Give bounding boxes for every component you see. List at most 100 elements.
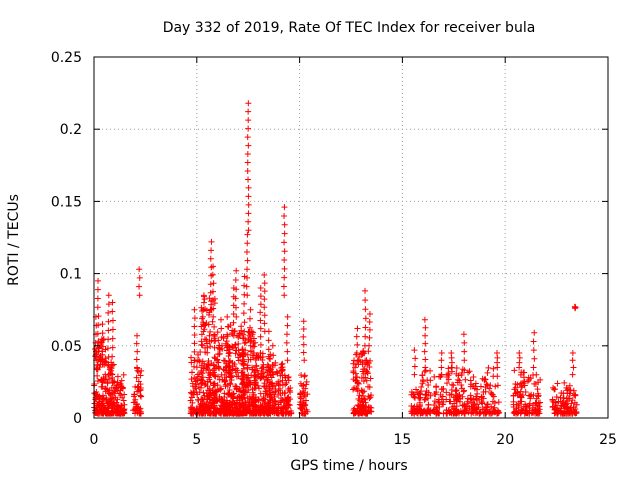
data-point (516, 354, 523, 361)
data-point (566, 409, 573, 416)
data-point (430, 407, 437, 414)
data-point (246, 397, 253, 404)
data-point (257, 293, 264, 300)
data-point (283, 331, 290, 338)
data-point (228, 377, 235, 384)
data-point (494, 373, 501, 380)
data-point (226, 362, 233, 369)
data-point (241, 319, 248, 326)
data-point (461, 409, 468, 416)
data-point (135, 368, 142, 375)
data-point (207, 343, 214, 350)
data-point (214, 387, 221, 394)
data-point (300, 333, 307, 340)
data-point (109, 317, 116, 324)
data-point (479, 400, 486, 407)
data-point (218, 406, 225, 413)
data-point (461, 367, 468, 374)
data-point (513, 409, 520, 416)
data-point (356, 392, 363, 399)
data-point (199, 400, 206, 407)
data-point (105, 402, 112, 409)
data-point (360, 378, 367, 385)
data-point (473, 395, 480, 402)
data-point (469, 406, 476, 413)
data-point (249, 389, 256, 396)
data-point (419, 380, 426, 387)
data-point (94, 295, 101, 302)
data-point (95, 321, 102, 328)
data-point (210, 369, 217, 376)
data-point (304, 391, 311, 398)
data-point (435, 399, 442, 406)
data-point (208, 238, 215, 245)
data-point (477, 383, 484, 390)
data-point (425, 401, 432, 408)
data-point (244, 159, 251, 166)
data-point (199, 313, 206, 320)
data-point (438, 357, 445, 364)
data-point (236, 388, 243, 395)
data-point (107, 410, 114, 417)
data-point (245, 201, 252, 208)
data-point (201, 392, 208, 399)
data-point (221, 371, 228, 378)
data-point (199, 396, 206, 403)
data-point (300, 341, 307, 348)
data-point (491, 399, 498, 406)
grid-lines (94, 57, 608, 418)
data-point (536, 403, 543, 410)
data-point (445, 370, 452, 377)
chart-title: Day 332 of 2019, Rate Of TEC Index for r… (163, 20, 536, 36)
data-point (212, 392, 219, 399)
data-point (522, 409, 529, 416)
data-point (366, 342, 373, 349)
x-tick-label: 20 (496, 432, 514, 448)
data-point (210, 305, 217, 312)
data-point (554, 380, 561, 387)
data-point (209, 400, 216, 407)
data-point (191, 306, 198, 313)
data-point (191, 323, 198, 330)
data-point (225, 391, 232, 398)
data-point (261, 304, 268, 311)
data-point (230, 390, 237, 397)
data-point (281, 274, 288, 281)
data-point (198, 341, 205, 348)
data-point (411, 363, 418, 370)
data-point (465, 400, 472, 407)
data-point (456, 391, 463, 398)
data-point (358, 375, 365, 382)
data-point (210, 263, 217, 270)
data-point (102, 385, 109, 392)
data-point (99, 330, 106, 337)
data-point (199, 409, 206, 416)
data-point (269, 362, 276, 369)
data-point (550, 399, 557, 406)
data-point (134, 367, 141, 374)
data-point (438, 364, 445, 371)
data-point (220, 400, 227, 407)
data-point (300, 318, 307, 325)
data-point (438, 350, 445, 357)
data-point (427, 377, 434, 384)
data-point (241, 388, 248, 395)
y-tick-label: 0.2 (60, 122, 82, 138)
data-point (191, 331, 198, 338)
data-point (110, 361, 117, 368)
data-point (300, 326, 307, 333)
data-point (205, 369, 212, 376)
y-tick-label: 0.1 (60, 267, 82, 283)
data-point (233, 365, 240, 372)
data-point (531, 355, 538, 362)
data-point (562, 400, 569, 407)
data-point (282, 381, 289, 388)
data-point (120, 397, 127, 404)
data-point (412, 409, 419, 416)
data-point (478, 393, 485, 400)
data-point (257, 309, 264, 316)
data-point (257, 390, 264, 397)
data-point (417, 394, 424, 401)
data-point (259, 364, 266, 371)
data-point (118, 377, 125, 384)
